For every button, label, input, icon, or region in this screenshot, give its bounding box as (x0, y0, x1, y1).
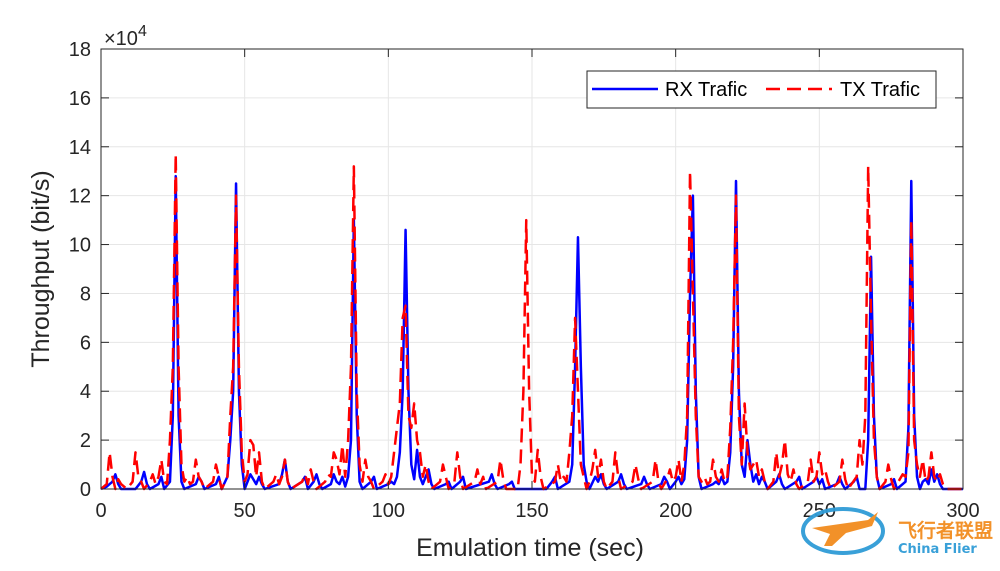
y-multiplier: ×104 (104, 23, 147, 50)
y-tick-label-8: 8 (80, 283, 91, 305)
legend-label-tx: TX Trafic (840, 79, 920, 101)
y-tick-label-14: 14 (69, 137, 91, 159)
series-line-tx-trafic (100, 152, 963, 491)
x-tick-label-300: 300 (946, 500, 979, 522)
x-tick-label-150: 150 (515, 500, 548, 522)
x-tick-label-0: 0 (95, 500, 106, 522)
series-layer (100, 152, 963, 491)
y-tick-label-2: 2 (80, 430, 91, 452)
y-tick-label-6: 6 (80, 332, 91, 354)
x-axis-label: Emulation time (sec) (416, 534, 644, 562)
y-axis-label: Throughput (bit/s) (27, 170, 55, 367)
y-tick-label-0: 0 (80, 479, 91, 501)
y-tick-label-4: 4 (80, 381, 91, 403)
y-multiplier-exponent: 4 (138, 23, 147, 40)
x-tick-label-200: 200 (659, 500, 692, 522)
y-tick-label-10: 10 (69, 235, 91, 257)
legend-label-rx: RX Trafic (665, 79, 747, 101)
watermark-chinese: 飞行者联盟 (898, 519, 993, 542)
x-tick-label-100: 100 (372, 500, 405, 522)
watermark-english: China Flier (898, 542, 977, 557)
y-tick-label-18: 18 (69, 39, 91, 61)
watermark: 飞行者联盟 China Flier (801, 507, 993, 557)
x-tick-label-50: 50 (234, 500, 256, 522)
legend: RX Trafic TX Trafic (586, 70, 937, 109)
y-multiplier-base: ×10 (104, 28, 138, 50)
series-line-rx-trafic (100, 174, 963, 491)
y-tick-label-12: 12 (69, 186, 91, 208)
plane-logo-icon (801, 507, 885, 555)
y-tick-label-16: 16 (69, 88, 91, 110)
